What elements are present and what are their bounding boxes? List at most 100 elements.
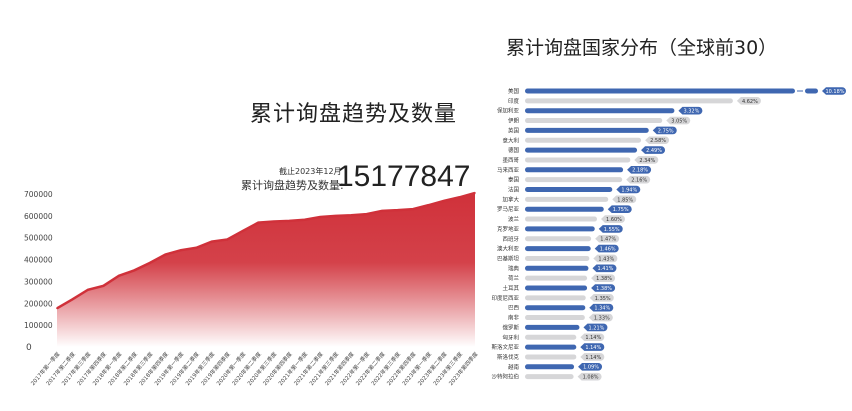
value-badge	[591, 274, 616, 282]
data-point	[381, 210, 383, 212]
value-badge	[607, 205, 632, 213]
data-point	[474, 192, 476, 194]
country-label: 马来西亚	[497, 166, 520, 174]
value-label: 2.49%	[646, 148, 662, 154]
country-label: 巴基斯坦	[497, 254, 520, 262]
value-label: 10.18%	[825, 89, 844, 95]
value-label: 1.14%	[585, 355, 601, 361]
value-badge	[593, 254, 618, 263]
value-label: 4.62%	[742, 99, 758, 105]
country-label: 匈牙利	[502, 333, 519, 341]
country-label: 土耳其	[502, 284, 519, 292]
bar	[525, 255, 590, 261]
country-label: 美国	[508, 87, 520, 95]
bar	[525, 324, 580, 330]
country-label: 克罗地亚	[497, 225, 520, 233]
value-badge	[589, 294, 614, 302]
value-badge	[580, 343, 605, 351]
value-badge	[822, 87, 846, 95]
data-point	[180, 249, 182, 251]
bar	[525, 295, 586, 301]
value-label: 1.09%	[583, 365, 599, 371]
bar	[525, 315, 585, 321]
value-label: 1.43%	[598, 256, 614, 262]
value-label: 1.85%	[617, 197, 633, 203]
bar	[525, 177, 623, 183]
value-badge	[666, 116, 691, 125]
country-label: 南非	[508, 314, 520, 322]
value-label: 1.94%	[621, 187, 637, 193]
country-label: 印度尼西亚	[491, 294, 519, 302]
data-point	[241, 230, 244, 232]
trend-chart-title: 累计询盘趋势及数量	[250, 102, 458, 127]
bar	[525, 157, 631, 163]
value-badge	[577, 372, 602, 381]
value-badge	[591, 284, 616, 292]
bar	[525, 265, 589, 271]
country-label: 伊朗	[508, 117, 520, 125]
value-badge	[580, 333, 605, 342]
bar	[525, 98, 733, 104]
value-badge	[578, 363, 603, 371]
bar	[525, 147, 638, 153]
country-label: 波兰	[508, 215, 520, 223]
value-badge	[592, 264, 617, 273]
country-label: 沙特阿拉伯	[491, 373, 519, 381]
y-tick-label: 0	[26, 343, 32, 353]
value-label: 1.60%	[606, 217, 622, 223]
value-badge	[588, 313, 613, 322]
value-badge	[616, 185, 641, 194]
y-tick-label: 500000	[24, 234, 53, 243]
y-tick-label: 600000	[24, 212, 53, 221]
data-point	[443, 199, 445, 202]
bar	[525, 305, 586, 311]
data-point	[334, 215, 337, 217]
bar	[525, 226, 595, 232]
value-label: 2.18%	[632, 168, 648, 174]
area-fill	[57, 192, 475, 347]
data-point	[272, 220, 275, 223]
value-label: 3.05%	[671, 118, 687, 124]
value-label: 1.35%	[595, 296, 611, 302]
value-label: 3.32%	[683, 109, 699, 115]
bar	[525, 187, 613, 192]
value-badge	[678, 106, 703, 115]
data-point	[71, 298, 74, 301]
y-tick-label: 400000	[24, 256, 53, 265]
value-badge	[641, 146, 666, 154]
value-badge	[627, 166, 652, 174]
data-point	[226, 238, 229, 241]
country-chart-title: 累计询盘国家分布（全球前30）	[506, 37, 778, 59]
bar	[525, 137, 642, 143]
bar-continuation	[805, 88, 818, 94]
value-label: 1.75%	[613, 207, 629, 213]
country-bar-chart: 美国 10.18% 印度 4.62% 保加利亚 3.32% 伊朗 3.05% 英国 2.75% 意大…	[491, 87, 846, 381]
as-of-date: 截止2023年12月	[279, 167, 342, 176]
bar	[525, 374, 574, 380]
country-label: 澳大利亚	[497, 245, 520, 253]
data-point	[102, 285, 105, 287]
country-label: 墨西哥	[502, 157, 519, 164]
total-value: 15177847	[337, 160, 471, 193]
country-label: 加拿大	[502, 195, 519, 203]
data-point	[427, 204, 430, 206]
y-tick-label: 100000	[24, 321, 53, 330]
country-label: 意大利	[502, 136, 519, 144]
bar	[525, 344, 577, 350]
value-label: 1.34%	[594, 306, 610, 312]
bar	[525, 354, 577, 360]
bar	[525, 108, 675, 114]
data-point	[365, 213, 368, 215]
country-label: 西班牙	[502, 235, 519, 243]
country-label: 印度	[508, 97, 520, 105]
bar	[525, 118, 663, 124]
country-label: 斯洛伐克	[497, 353, 520, 361]
value-label: 1.47%	[600, 237, 616, 243]
country-label: 瑞典	[508, 264, 520, 272]
value-label: 1.21%	[589, 325, 605, 331]
value-label: 1.46%	[600, 247, 616, 253]
bar	[525, 127, 649, 133]
data-point	[303, 218, 306, 221]
data-point	[319, 216, 321, 218]
bar	[525, 246, 591, 252]
